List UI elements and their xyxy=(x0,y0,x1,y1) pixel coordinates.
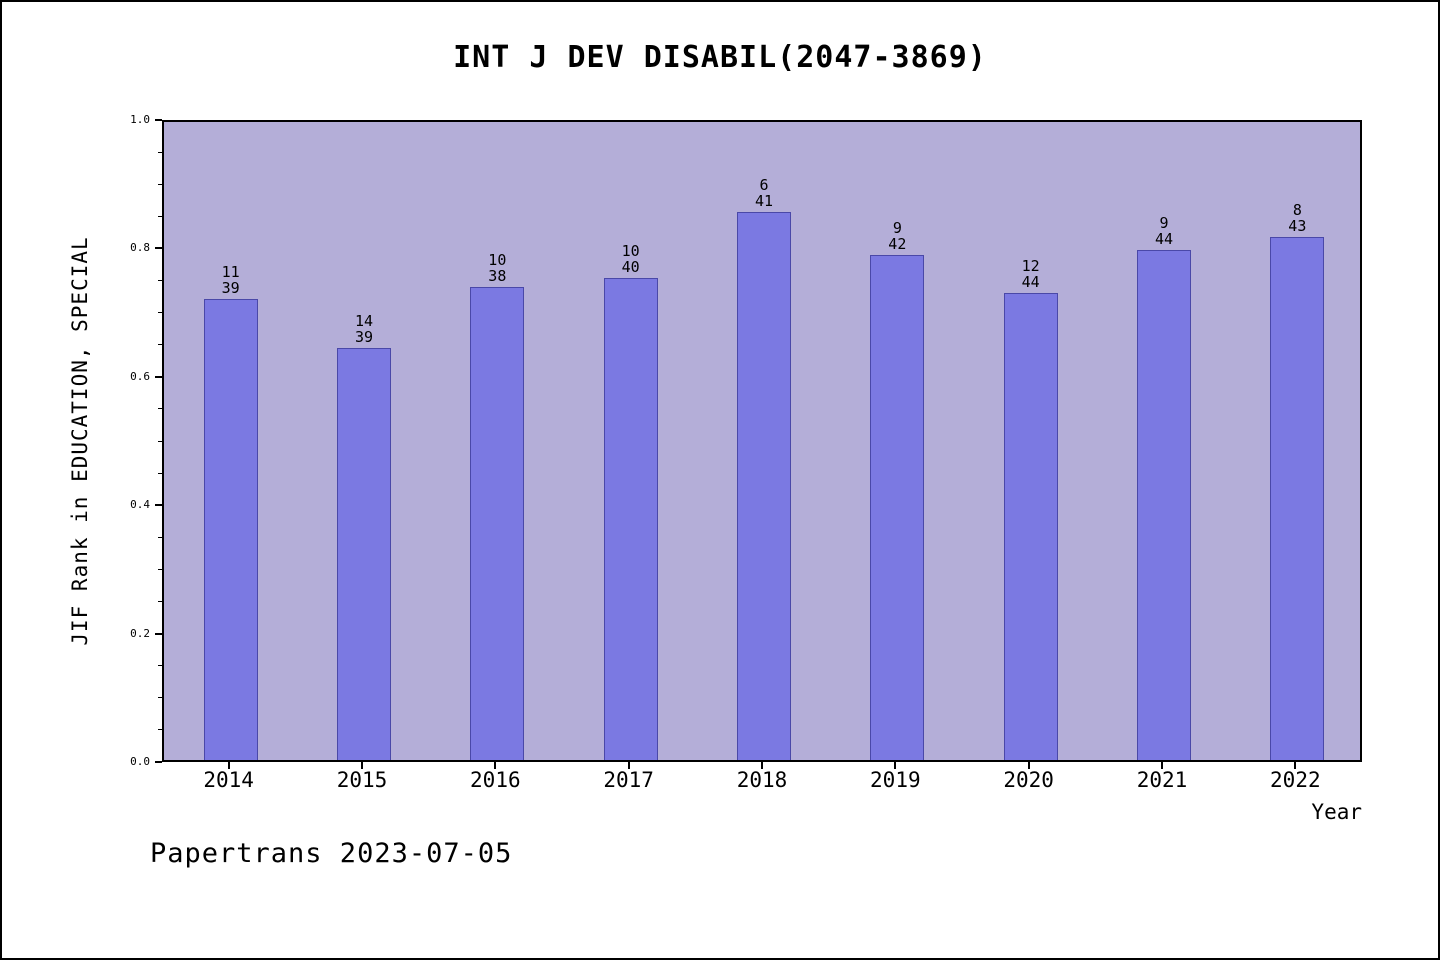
bar-total-value: 44 xyxy=(1021,273,1040,291)
y-tick-mark-0.0 xyxy=(155,761,162,763)
y-tick-mark-0.4 xyxy=(155,504,162,507)
plot-area: 11 39 14 39 10 38 10 40 6 41 9 42 12 44 9 44 8 43 xyxy=(162,120,1362,762)
x-tick-mark-2021 xyxy=(1161,762,1163,769)
bar-rank-value: 12 xyxy=(1021,257,1040,275)
bar-2017 xyxy=(604,278,658,760)
x-tick-mark-2020 xyxy=(1027,762,1030,769)
y-tick-mark-0.8 xyxy=(155,247,162,250)
bar-2018 xyxy=(737,212,791,760)
bar-2020 xyxy=(1004,293,1058,760)
bar-2019 xyxy=(870,255,924,760)
bar-total-value: 43 xyxy=(1288,217,1307,235)
x-tick-mark-2016 xyxy=(494,762,497,769)
y-minor-tick xyxy=(158,568,162,570)
bar-2022 xyxy=(1270,237,1324,760)
bar-total-value: 39 xyxy=(354,328,374,346)
y-tick-label-0.0: 0.0 xyxy=(130,755,150,768)
x-tick-label-2021: 2021 xyxy=(1136,768,1188,792)
bar-total-value: 38 xyxy=(488,267,507,285)
bar-rank-value: 10 xyxy=(488,251,507,269)
bar-rank-value: 10 xyxy=(621,242,640,260)
bar-value-label-2018: 6 41 xyxy=(755,177,773,209)
bar-rank-value: 14 xyxy=(354,312,374,330)
x-tick-label-2016: 2016 xyxy=(470,768,521,792)
bar-value-label-2021: 9 44 xyxy=(1155,215,1173,247)
y-tick-mark-0.6 xyxy=(155,375,162,378)
y-minor-tick xyxy=(158,665,162,667)
bar-value-label-2014: 11 39 xyxy=(222,264,240,296)
bar-rank-value: 6 xyxy=(759,176,769,194)
y-tick-mark-1.0 xyxy=(155,119,162,121)
bar-rank-value: 11 xyxy=(221,263,240,281)
y-tick-label-0.2: 0.2 xyxy=(130,626,150,640)
y-minor-tick xyxy=(158,312,162,314)
x-tick-label-2022: 2022 xyxy=(1270,768,1321,792)
y-tick-label-0.4: 0.4 xyxy=(130,498,150,512)
y-minor-tick xyxy=(158,408,162,410)
y-minor-tick xyxy=(158,440,162,442)
bar-value-label-2015: 14 39 xyxy=(355,313,373,345)
x-tick-mark-2018 xyxy=(761,762,763,769)
y-minor-tick xyxy=(158,151,162,153)
x-tick-label-2018: 2018 xyxy=(736,768,788,792)
bar-rank-value: 8 xyxy=(1292,201,1302,219)
y-tick-label-1.0: 1.0 xyxy=(130,113,150,126)
x-tick-label-2017: 2017 xyxy=(603,768,654,792)
y-minor-tick xyxy=(158,601,162,602)
y-minor-tick xyxy=(158,472,162,474)
y-minor-tick xyxy=(158,183,162,185)
y-minor-tick xyxy=(158,280,162,281)
bar-value-label-2016: 10 38 xyxy=(488,252,506,284)
bar-2015 xyxy=(337,348,391,760)
bar-rank-value: 9 xyxy=(1159,214,1169,232)
bar-2014 xyxy=(204,299,258,760)
bar-value-label-2020: 12 44 xyxy=(1022,258,1040,290)
x-axis-label: Year xyxy=(1311,800,1362,824)
x-tick-label-2019: 2019 xyxy=(870,768,921,792)
bar-2016 xyxy=(470,287,524,760)
x-tick-mark-2015 xyxy=(361,762,363,769)
bar-total-value: 40 xyxy=(621,258,640,276)
watermark-text: Papertrans 2023-07-05 xyxy=(150,838,513,869)
x-tick-mark-2017 xyxy=(627,762,630,769)
x-tick-label-2014: 2014 xyxy=(203,768,254,792)
x-tick-label-2015: 2015 xyxy=(336,768,388,792)
bar-total-value: 42 xyxy=(888,235,907,253)
x-tick-label-2020: 2020 xyxy=(1003,768,1054,792)
bar-total-value: 39 xyxy=(221,279,240,297)
y-minor-tick xyxy=(158,344,162,346)
y-tick-label-0.6: 0.6 xyxy=(130,369,150,383)
bar-total-value: 41 xyxy=(754,192,774,210)
y-minor-tick xyxy=(158,536,162,538)
y-tick-mark-0.2 xyxy=(155,632,162,635)
bar-rank-value: 9 xyxy=(892,219,902,237)
y-minor-tick xyxy=(158,729,162,731)
bar-value-label-2017: 10 40 xyxy=(622,243,640,275)
x-tick-mark-2014 xyxy=(227,762,230,769)
bar-value-label-2019: 9 42 xyxy=(888,220,906,252)
bar-2021 xyxy=(1137,250,1191,760)
chart-title: INT J DEV DISABIL(2047-3869) xyxy=(453,40,987,75)
y-minor-tick xyxy=(158,215,162,217)
x-tick-mark-2022 xyxy=(1294,762,1297,769)
y-minor-tick xyxy=(158,697,162,699)
x-tick-mark-2019 xyxy=(894,762,897,769)
y-axis-label: JIF Rank in EDUCATION, SPECIAL xyxy=(68,236,92,646)
bar-total-value: 44 xyxy=(1154,230,1174,248)
y-tick-label-0.8: 0.8 xyxy=(130,241,150,255)
bar-value-label-2022: 8 43 xyxy=(1288,202,1306,234)
